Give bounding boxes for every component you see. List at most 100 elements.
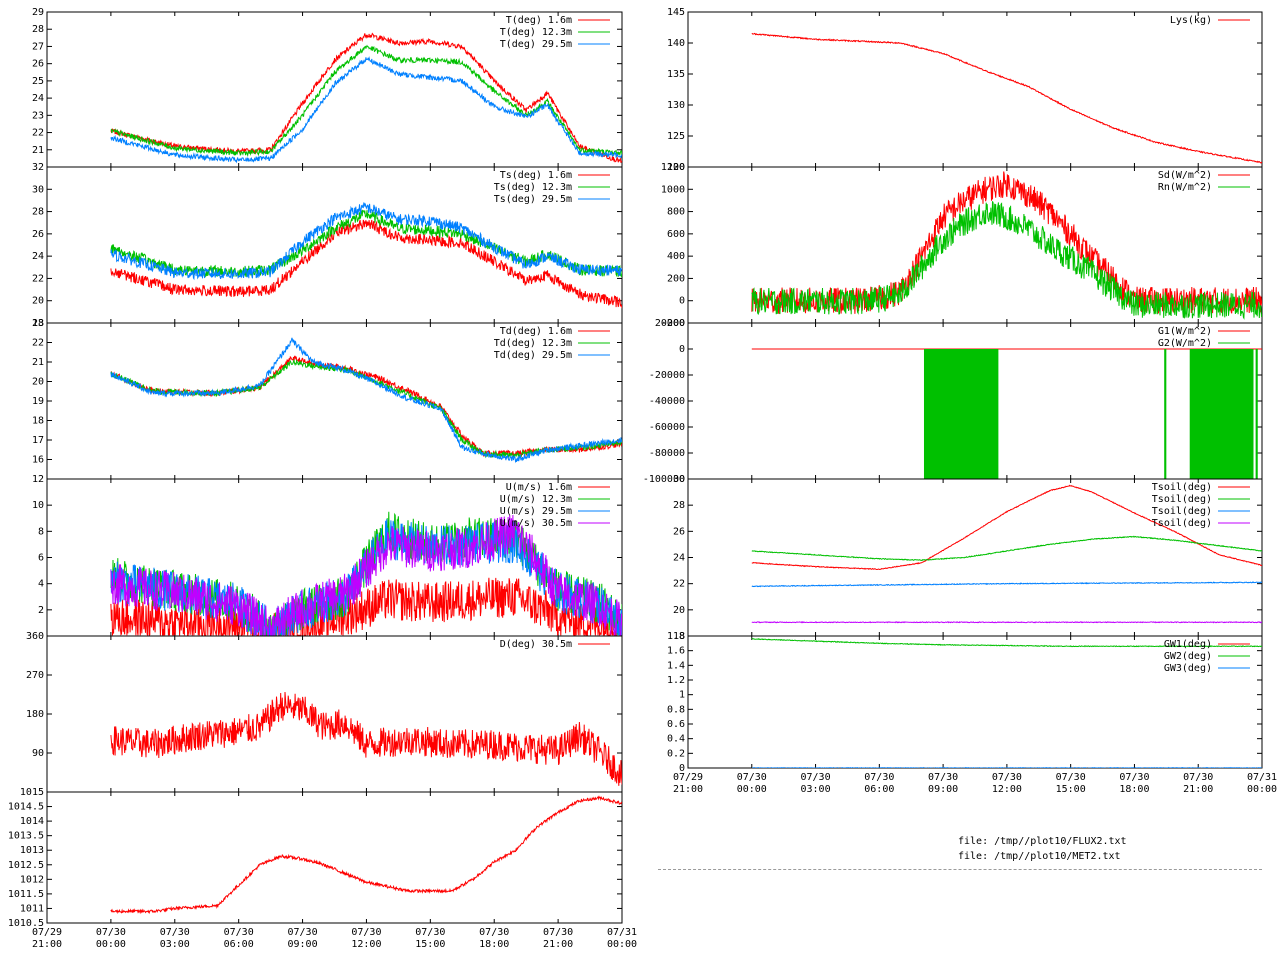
- legend-label: U(m/s) 1.6m: [506, 482, 572, 493]
- y-tick-label: 10: [32, 500, 44, 511]
- y-tick-label: 25: [32, 76, 44, 87]
- x-tick-label-time: 12:00: [351, 939, 381, 950]
- x-tick-label-time: 09:00: [928, 784, 958, 795]
- data-bar: [1189, 349, 1254, 479]
- y-tick-label: 19: [32, 396, 44, 407]
- x-tick-label-day: 07/30: [864, 772, 894, 783]
- plot-area: [751, 171, 1262, 320]
- y-tick-label: 16: [32, 455, 44, 466]
- y-tick-label: 28: [32, 24, 44, 35]
- y-tick-label: 1.2: [667, 675, 685, 686]
- y-tick-label: 0.4: [667, 734, 685, 745]
- data-series-line: [110, 32, 622, 164]
- legend-label: Td(deg) 29.5m: [494, 350, 572, 361]
- y-tick-label: 23: [32, 110, 44, 121]
- data-series-line: [751, 535, 1262, 562]
- data-bar: [1255, 349, 1258, 479]
- x-tick-label-time: 00:00: [737, 784, 767, 795]
- x-tick-label-time: 00:00: [607, 939, 637, 950]
- y-tick-label: 32: [32, 162, 44, 173]
- legend-label: GW1(deg): [1164, 639, 1212, 650]
- y-tick-label: 18: [32, 416, 44, 427]
- chart-panel: 2 4 6 8 10 12 U(m/s) 1.6mU(m/s) 12.3mU(m/s) 29…: [32, 474, 623, 637]
- y-tick-label: 30: [673, 474, 685, 485]
- x-tick-label-day: 07/30: [351, 927, 381, 938]
- x-tick-label-day: 07/30: [96, 927, 126, 938]
- data-series-line: [110, 202, 622, 281]
- legend-label: D(deg) 30.5m: [500, 639, 572, 650]
- x-tick-label-time: 06:00: [224, 939, 254, 950]
- y-tick-label: 18: [673, 631, 685, 642]
- y-tick-label: 20: [673, 605, 685, 616]
- x-tick-label-time: 21:00: [32, 939, 62, 950]
- plot-area: [110, 511, 622, 636]
- legend-label: G2(W/m^2): [1158, 338, 1212, 349]
- data-series-line: [110, 55, 622, 164]
- y-tick-label: 0.6: [667, 719, 685, 730]
- y-tick-label: 26: [673, 526, 685, 537]
- data-series-line: [110, 795, 622, 915]
- legend-label: Tsoil(deg): [1152, 494, 1212, 505]
- y-tick-label: 22: [32, 128, 44, 139]
- y-tick-label: 0: [679, 296, 685, 307]
- y-tick-label: 29: [32, 7, 44, 18]
- y-tick-label: 1000: [661, 184, 685, 195]
- y-tick-label: 120: [667, 162, 685, 173]
- data-series-line: [110, 209, 622, 278]
- plot-area: [751, 638, 1262, 768]
- x-tick-label-day: 07/29: [673, 772, 703, 783]
- y-tick-label: 30: [32, 184, 44, 195]
- y-tick-label: 1013: [20, 845, 44, 856]
- y-tick-label: 1: [679, 690, 685, 701]
- data-series-line: [110, 577, 622, 636]
- y-tick-label: 200: [667, 273, 685, 284]
- data-bar: [1164, 349, 1167, 479]
- y-tick-label: 270: [26, 670, 44, 681]
- y-tick-label: -40000: [649, 396, 685, 407]
- x-tick-label-day: 07/31: [1247, 772, 1277, 783]
- legend-label: GW3(deg): [1164, 663, 1212, 674]
- y-tick-label: 22: [32, 273, 44, 284]
- source-files: file: /tmp//plot10/FLUX2.txt file: /tmp/…: [958, 834, 1127, 864]
- x-tick-label-time: 12:00: [992, 784, 1022, 795]
- legend-label: T(deg) 29.5m: [500, 39, 572, 50]
- data-series-line: [751, 201, 1262, 320]
- source-file-flux: file: /tmp//plot10/FLUX2.txt: [958, 836, 1127, 847]
- y-tick-label: 600: [667, 229, 685, 240]
- y-tick-label: 1014.5: [8, 802, 44, 813]
- y-tick-label: 1.8: [667, 631, 685, 642]
- plot-area: [110, 337, 622, 464]
- y-tick-label: 180: [26, 709, 44, 720]
- plot-area: [110, 795, 622, 915]
- y-tick-label: 6: [38, 553, 44, 564]
- x-tick-label-day: 07/31: [607, 927, 637, 938]
- y-tick-label: 800: [667, 207, 685, 218]
- legend-label: Td(deg) 1.6m: [500, 326, 572, 337]
- data-bar: [923, 349, 999, 479]
- y-tick-label: 24: [32, 93, 44, 104]
- y-tick-label: 4: [38, 579, 44, 590]
- x-tick-label-day: 07/30: [801, 772, 831, 783]
- y-tick-label: 1015: [20, 787, 44, 798]
- y-tick-label: 24: [32, 251, 44, 262]
- x-tick-label-day: 07/30: [543, 927, 573, 938]
- x-tick-label-day: 07/30: [1183, 772, 1213, 783]
- chart-panel: 00.20.40.60.811.21.41.61.807/2921:0007/3…: [667, 631, 1277, 795]
- data-series-line: [751, 638, 1262, 648]
- x-tick-label-day: 07/29: [32, 927, 62, 938]
- y-tick-label: 22: [673, 579, 685, 590]
- x-tick-label-time: 03:00: [801, 784, 831, 795]
- y-tick-label: 20: [32, 296, 44, 307]
- y-tick-label: 1012: [20, 874, 44, 885]
- y-tick-label: 1013.5: [8, 831, 44, 842]
- y-tick-label: 1011.5: [8, 889, 44, 900]
- x-tick-label-time: 18:00: [1119, 784, 1149, 795]
- x-tick-label-day: 07/30: [992, 772, 1022, 783]
- x-tick-label-time: 03:00: [160, 939, 190, 950]
- y-tick-label: 0: [679, 344, 685, 355]
- y-tick-label: 125: [667, 131, 685, 142]
- plot-area: [751, 484, 1262, 624]
- chart-panel: -100000 -80000 -60000 -40000 -20000 0 20000 G1(…: [643, 318, 1263, 485]
- legend-label: U(m/s) 12.3m: [500, 494, 572, 505]
